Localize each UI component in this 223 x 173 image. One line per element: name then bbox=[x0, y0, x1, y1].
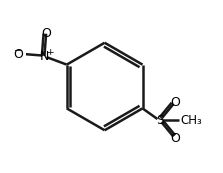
Text: O: O bbox=[41, 27, 51, 40]
Text: O: O bbox=[13, 48, 23, 61]
Text: S: S bbox=[156, 114, 164, 127]
Text: O: O bbox=[171, 96, 181, 109]
Text: CH₃: CH₃ bbox=[180, 114, 202, 127]
Text: N: N bbox=[40, 49, 49, 62]
Text: +: + bbox=[46, 48, 53, 57]
Text: O: O bbox=[171, 132, 181, 145]
Text: −: − bbox=[13, 46, 22, 56]
